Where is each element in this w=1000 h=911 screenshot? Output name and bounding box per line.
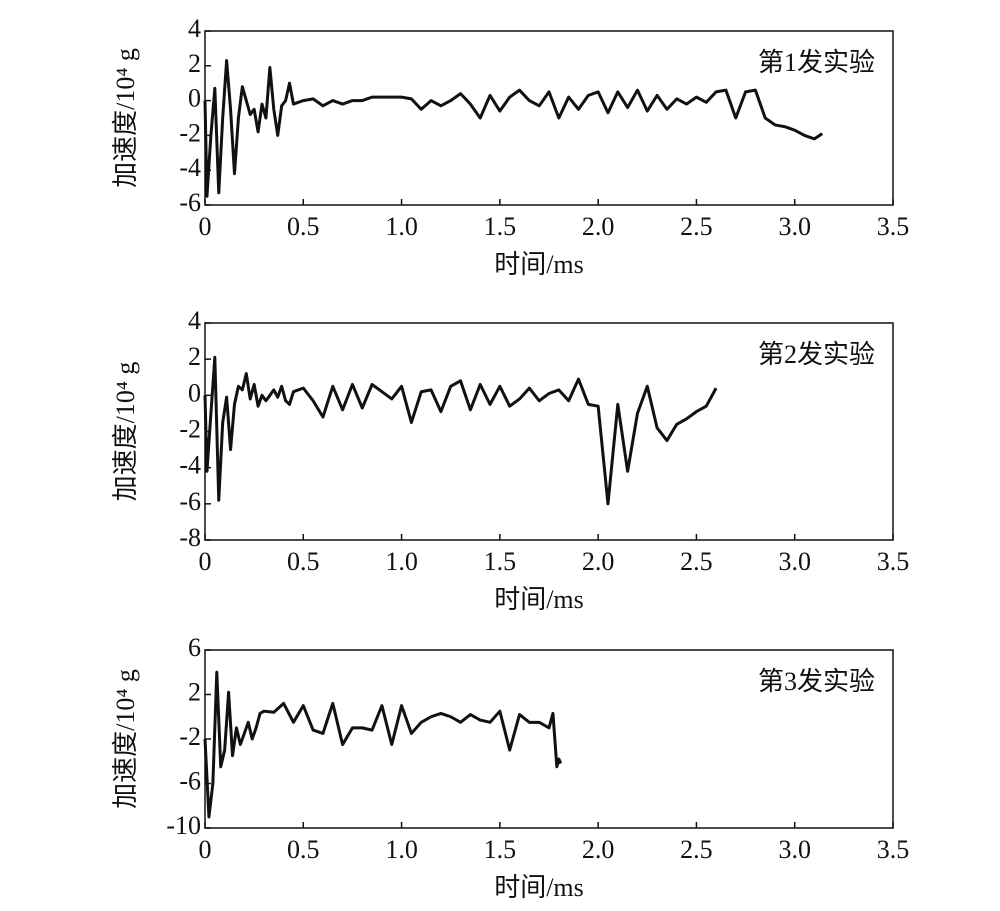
x-tick-label: 1.0 [385,835,418,864]
x-tick-label: 1.5 [484,835,517,864]
x-tick-label: 3.5 [877,547,910,576]
y-tick-label: -2 [179,722,201,751]
x-tick-label: 2.0 [582,835,615,864]
y-tick-label: -4 [179,153,201,182]
x-axis-label: 时间/ms [494,873,584,902]
y-tick-label: -4 [179,451,201,480]
x-tick-label: 3.0 [778,547,811,576]
y-tick-label: -6 [179,487,201,516]
x-tick-label: 3.5 [877,835,910,864]
x-tick-label: 0.5 [287,835,320,864]
x-axis-label: 时间/ms [494,585,584,614]
x-tick-label: 3.0 [778,835,811,864]
annotation: 第2发实验 [758,340,875,369]
y-tick-label: 2 [188,677,201,706]
y-tick-label: 0 [188,378,201,407]
x-tick-label: 2.5 [680,212,713,241]
x-tick-label: 0.5 [287,547,320,576]
y-tick-label: 2 [188,49,201,78]
y-tick-label: 0 [188,84,201,113]
x-tick-label: 3.0 [778,212,811,241]
x-tick-label: 2.0 [582,547,615,576]
y-tick-label: -6 [179,766,201,795]
x-tick-label: 0 [199,835,212,864]
y-axis-label: 加速度/10⁴ g [111,48,140,188]
data-line [203,670,563,819]
y-tick-label: 6 [188,633,201,662]
y-axis-label: 加速度/10⁴ g [111,362,140,502]
y-tick-label: 4 [188,306,201,335]
y-tick-label: -8 [179,523,201,552]
x-tick-label: 0 [199,547,212,576]
y-tick-label: -6 [179,188,201,217]
y-tick-label: -2 [179,414,201,443]
x-tick-label: 1.5 [484,212,517,241]
annotation: 第1发实验 [758,48,875,77]
data-line [203,59,824,198]
x-tick-label: 3.5 [877,212,910,241]
x-tick-label: 2.0 [582,212,615,241]
data-line [203,355,718,506]
y-tick-label: -10 [166,811,201,840]
y-tick-label: 4 [188,14,201,43]
x-tick-label: 2.5 [680,547,713,576]
x-tick-label: 1.0 [385,547,418,576]
y-tick-label: 2 [188,342,201,371]
x-tick-label: 2.5 [680,835,713,864]
x-tick-label: 0.5 [287,212,320,241]
annotation: 第3发实验 [758,667,875,696]
y-axis-label: 加速度/10⁴ g [111,669,140,809]
x-tick-label: 1.0 [385,212,418,241]
x-tick-label: 0 [199,212,212,241]
x-axis-label: 时间/ms [494,250,584,279]
x-tick-label: 1.5 [484,547,517,576]
y-tick-label: -2 [179,118,201,147]
